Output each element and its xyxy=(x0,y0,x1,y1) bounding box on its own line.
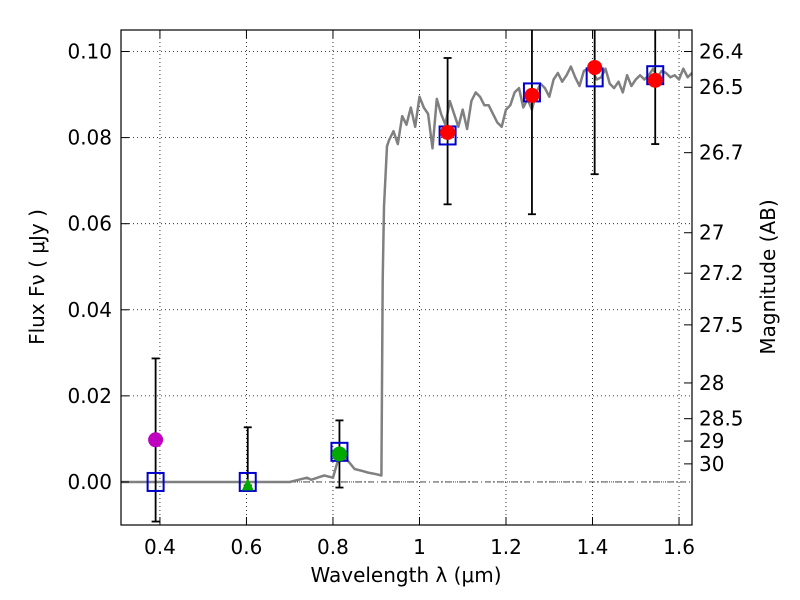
y-tick-label: 0.02 xyxy=(67,384,112,408)
y2-tick-label: 28 xyxy=(699,371,724,395)
y2-tick-label: 28.5 xyxy=(699,407,744,431)
plot-frame xyxy=(120,29,693,526)
y-tick-label: 0.10 xyxy=(67,40,112,64)
y2-tick-label: 27.2 xyxy=(699,261,744,285)
y2-tick-label: 26.7 xyxy=(699,141,744,165)
y2-tick-label: 27.5 xyxy=(699,313,744,337)
y2-axis-title: Magnitude (AB) xyxy=(756,199,780,354)
model-band-square xyxy=(146,471,165,492)
x-tick-label: 0.8 xyxy=(317,535,349,559)
model-band-square xyxy=(238,471,257,492)
model-spectrum-line xyxy=(121,65,692,484)
x-tick-label: 0.6 xyxy=(231,535,263,559)
data-layer xyxy=(121,30,692,523)
plot-area xyxy=(121,30,692,525)
y-tick-label: 0.00 xyxy=(67,470,112,494)
observed-point xyxy=(440,124,456,140)
observed-point xyxy=(587,59,603,75)
y-tick-label: 0.04 xyxy=(67,298,112,322)
observed-point xyxy=(524,87,540,103)
x-tick-label: 1.6 xyxy=(663,535,695,559)
y2-tick-label: 29 xyxy=(699,429,724,453)
observed-point xyxy=(148,432,164,448)
y2-tick-label: 30 xyxy=(699,452,724,476)
y-axis-title: Flux Fν ( μJy ) xyxy=(25,209,49,345)
y-tick-label: 0.08 xyxy=(67,126,112,150)
y2-tick-label: 26.5 xyxy=(699,75,744,99)
observed-point xyxy=(647,72,663,88)
x-tick-label: 1.2 xyxy=(490,535,522,559)
y-tick-label: 0.06 xyxy=(67,212,112,236)
x-tick-label: 1.4 xyxy=(577,535,609,559)
axis-ticks: 0.4 0.6 0.8 1 1.2 1.4 1.6 0.00 0.02 0.04 0.06 0.08 0… xyxy=(67,30,744,559)
y2-tick-label: 26.4 xyxy=(699,40,744,64)
x-tick-label: 0.4 xyxy=(144,535,176,559)
observed-point xyxy=(331,446,347,462)
observed-point-triangle xyxy=(241,478,254,491)
x-tick-label: 1 xyxy=(413,535,426,559)
x-axis-title: Wavelength λ (μm) xyxy=(310,563,501,587)
y2-tick-label: 27 xyxy=(699,221,724,245)
